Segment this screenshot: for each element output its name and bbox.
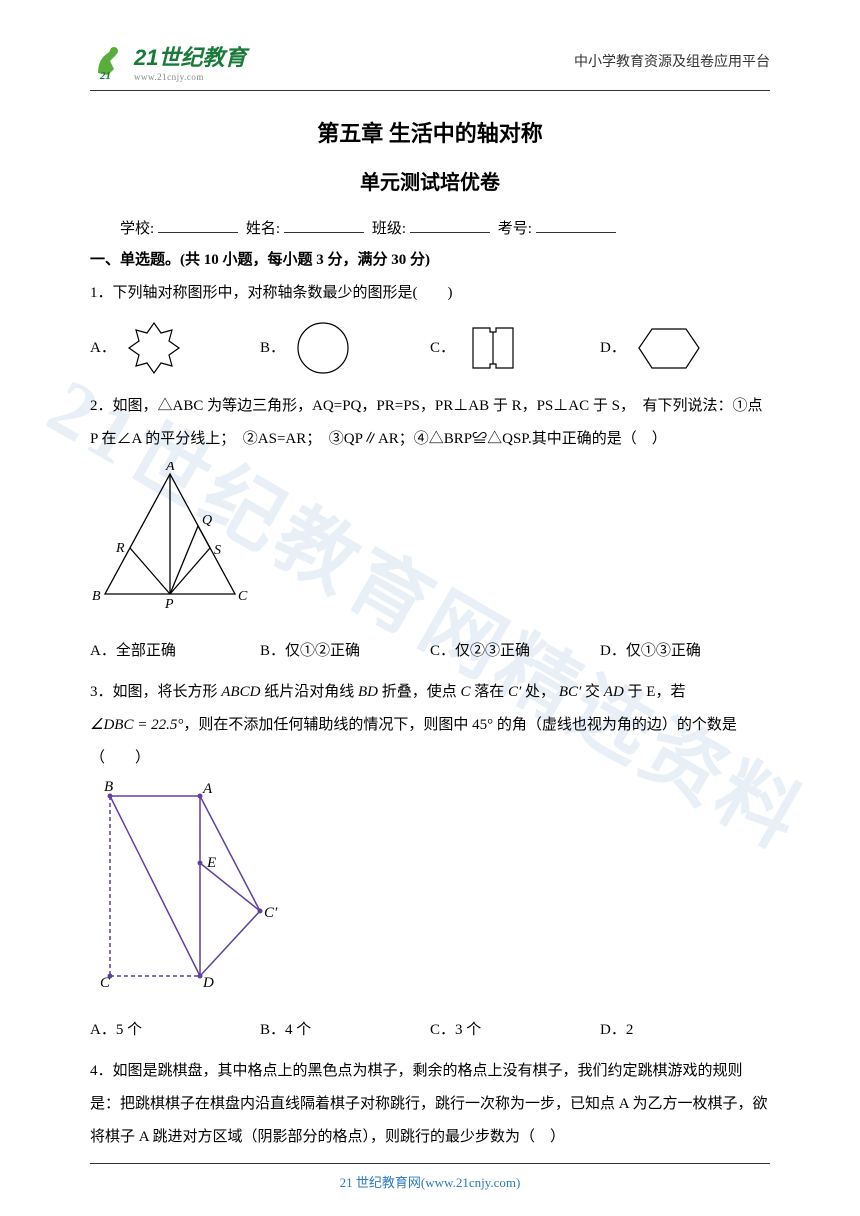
q1-option-c: C． <box>430 318 600 378</box>
question-2: 2．如图，△ABC 为等边三角形，AQ=PQ，PR=PS，PR⊥AB 于 R，P… <box>90 390 770 668</box>
q1-opt-d-label: D． <box>600 332 626 365</box>
q2-opt-b: B．仅①②正确 <box>260 635 430 668</box>
svg-text:Q: Q <box>202 513 212 528</box>
question-3-figure: B A D C C′ E <box>90 781 770 1004</box>
circle-icon <box>293 318 353 378</box>
logo-text-block: 21世纪教育 www.21cnjy.com <box>134 40 246 82</box>
q1-opt-b-label: B． <box>260 332 285 365</box>
hexagon-icon <box>634 321 704 376</box>
question-1-options: A． B． C． D． <box>90 318 770 378</box>
q1-option-a: A． <box>90 318 260 378</box>
q3-opt-c: C．3 个 <box>430 1014 600 1047</box>
svg-text:21: 21 <box>99 70 111 81</box>
question-4-text: 4．如图是跳棋盘，其中格点上的黑色点为棋子，剩余的格点上没有棋子，我们约定跳棋游… <box>90 1055 770 1154</box>
double-latch-icon <box>463 318 523 378</box>
page-content: 21 21世纪教育 www.21cnjy.com 中小学教育资源及组卷应用平台 … <box>0 0 860 1190</box>
q2-opt-c: C．仅②③正确 <box>430 635 600 668</box>
q1-opt-a-label: A． <box>90 332 116 365</box>
q2-opt-d: D．仅①③正确 <box>600 635 770 668</box>
svg-text:B: B <box>92 589 101 604</box>
logo: 21 21世纪教育 www.21cnjy.com <box>90 40 246 82</box>
label-class: 班级: <box>372 221 406 237</box>
title-sub: 单元测试培优卷 <box>90 166 770 195</box>
label-school: 学校: <box>120 221 154 237</box>
label-number: 考号: <box>498 221 532 237</box>
q3-opt-d: D．2 <box>600 1014 770 1047</box>
student-info-line: 学校: 姓名: 班级: 考号: <box>90 217 770 238</box>
question-1: 1．下列轴对称图形中，对称轴条数最少的图形是( ) A． B． C． <box>90 277 770 378</box>
blank-class[interactable] <box>410 232 490 233</box>
svg-text:D: D <box>202 975 214 991</box>
svg-text:C: C <box>238 589 248 604</box>
q3-opt-a: A．5 个 <box>90 1014 260 1047</box>
label-name: 姓名: <box>246 221 280 237</box>
q1-opt-c-label: C． <box>430 332 455 365</box>
q1-option-b: B． <box>260 318 430 378</box>
svg-text:B: B <box>104 781 113 795</box>
logo-icon: 21 <box>90 41 130 81</box>
header-right: 中小学教育资源及组卷应用平台 <box>574 51 770 71</box>
svg-text:A: A <box>202 781 213 797</box>
logo-text-sub: www.21cnjy.com <box>134 72 246 82</box>
svg-text:A: A <box>165 462 175 474</box>
q1-option-d: D． <box>600 321 770 376</box>
blank-name[interactable] <box>284 232 364 233</box>
q3-opt-b: B．4 个 <box>260 1014 430 1047</box>
question-3-options: A．5 个 B．4 个 C．3 个 D．2 <box>90 1014 770 1047</box>
svg-text:R: R <box>115 541 125 556</box>
blank-number[interactable] <box>536 232 616 233</box>
question-2-options: A．全部正确 B．仅①②正确 C．仅②③正确 D．仅①③正确 <box>90 635 770 668</box>
logo-text-main: 21世纪教育 <box>134 40 246 72</box>
q2-opt-a: A．全部正确 <box>90 635 260 668</box>
svg-text:C′: C′ <box>264 905 278 921</box>
question-2-text: 2．如图，△ABC 为等边三角形，AQ=PQ，PR=PS，PR⊥AB 于 R，P… <box>90 390 770 456</box>
blank-school[interactable] <box>158 232 238 233</box>
question-3-text: 3．如图，将长方形 ABCD 纸片沿对角线 BD 折叠，使点 C 落在 C′ 处… <box>90 676 770 775</box>
question-4: 4．如图是跳棋盘，其中格点上的黑色点为棋子，剩余的格点上没有棋子，我们约定跳棋游… <box>90 1055 770 1154</box>
question-3: 3．如图，将长方形 ABCD 纸片沿对角线 BD 折叠，使点 C 落在 C′ 处… <box>90 676 770 1047</box>
section-1-header: 一、单选题。(共 10 小题，每小题 3 分，满分 30 分) <box>90 248 770 269</box>
svg-text:E: E <box>206 855 216 871</box>
svg-text:S: S <box>214 543 221 558</box>
svg-text:C: C <box>100 975 111 991</box>
svg-text:P: P <box>164 597 174 612</box>
octagram-icon <box>124 318 184 378</box>
page-header: 21 21世纪教育 www.21cnjy.com 中小学教育资源及组卷应用平台 <box>90 40 770 91</box>
title-main: 第五章 生活中的轴对称 <box>90 116 770 148</box>
question-1-text: 1．下列轴对称图形中，对称轴条数最少的图形是( ) <box>90 277 770 310</box>
question-2-figure: A B C P R S Q <box>90 462 770 625</box>
